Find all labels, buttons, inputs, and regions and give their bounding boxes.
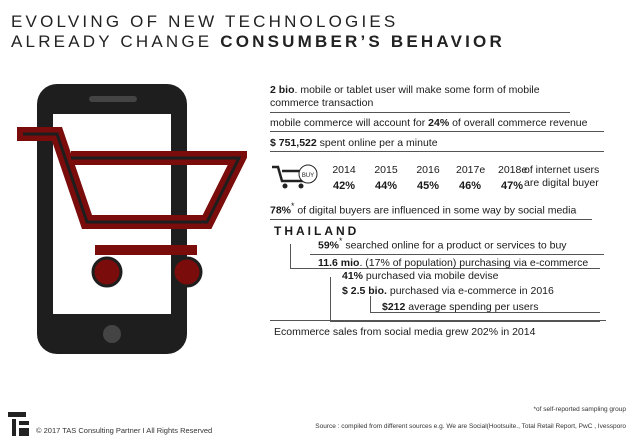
year-column: 2015 44% — [372, 164, 400, 192]
phone-cart-illustration — [17, 84, 247, 354]
stat-mobile-commerce: mobile commerce will account for 24% of … — [270, 117, 604, 132]
year-column: 2017e 46% — [456, 164, 486, 192]
thai-ecommerce-value: $ 2.5 bio. purchased via e-commerce in 2… — [342, 285, 554, 297]
year-column: 2016 45% — [414, 164, 442, 192]
year-percent: 47% — [500, 180, 524, 192]
year-percent: 45% — [416, 180, 440, 192]
thai-mobile-purchase: 41% purchased via mobile devise — [342, 270, 499, 282]
thailand-heading: THAILAND — [274, 224, 360, 238]
internet-users-note: of internet users are digital buyer — [524, 164, 600, 189]
company-logo — [8, 412, 29, 436]
thai-purchasing: 11.6 mio. (17% of population) purchasing… — [318, 257, 589, 269]
year-percent: 44% — [374, 180, 398, 192]
title-line-2: ALREADY CHANGE CONSUMBER’S BEHAVIOR — [11, 32, 505, 51]
stat-social-influence: 78%* of digital buyers are influenced in… — [270, 201, 592, 220]
year-label: 2016 — [416, 164, 440, 176]
footnote: *of self-reported sampling group — [533, 406, 627, 413]
shopping-cart-icon — [17, 127, 247, 288]
year-label: 2015 — [374, 164, 398, 176]
stat-mobile-users: 2 bio. mobile or tablet user will make s… — [270, 84, 570, 113]
digital-buyer-years: 2014 42% 2015 44% 2016 45% 2017e 46% 2018e 47% — [330, 164, 528, 192]
year-column: 2014 42% — [330, 164, 358, 192]
source-note: Source : compiled from different sources… — [315, 423, 626, 430]
year-percent: 46% — [458, 180, 482, 192]
buy-cart-icon: BUY — [272, 164, 318, 189]
buy-label: BUY — [302, 173, 314, 179]
thai-searched-online: 59%* searched online for a product or se… — [318, 236, 567, 252]
year-label: 2017e — [456, 164, 486, 176]
title-line-1: EVOLVING OF NEW TECHNOLOGIES — [11, 12, 399, 31]
copyright: © 2017 TAS Consulting Partner I All Righ… — [36, 426, 213, 435]
year-label: 2014 — [332, 164, 356, 176]
year-label: 2018e — [498, 164, 528, 176]
stat-spent-per-minute: $ 751,522 spent online per a minute — [270, 137, 604, 152]
social-media-growth: Ecommerce sales from social media grew 2… — [274, 326, 536, 338]
year-percent: 42% — [332, 180, 356, 192]
thai-avg-spending: $212 average spending per users — [382, 301, 539, 313]
year-column: 2018e 47% — [498, 164, 528, 192]
slide-title: EVOLVING OF NEW TECHNOLOGIES ALREADY CHA… — [11, 12, 505, 52]
